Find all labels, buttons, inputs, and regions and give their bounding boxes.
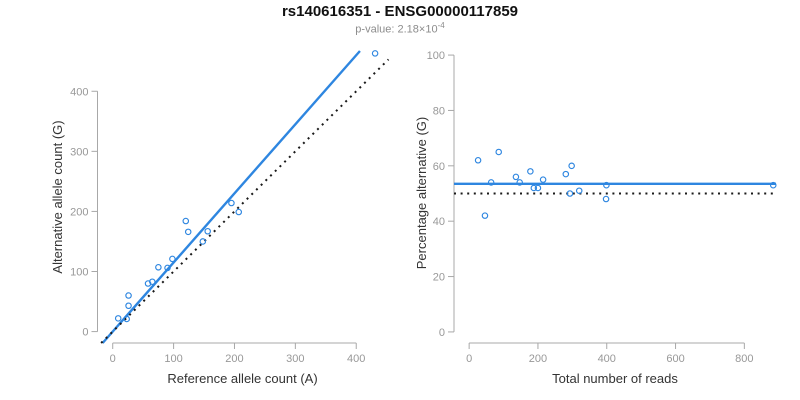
data-point bbox=[155, 264, 162, 271]
data-point bbox=[235, 208, 243, 216]
data-point bbox=[487, 179, 495, 186]
left-xaxis-label: Reference allele count (A) bbox=[167, 371, 318, 386]
p-value-exponent: -4 bbox=[437, 21, 445, 30]
data-point bbox=[539, 176, 547, 183]
data-point bbox=[371, 50, 379, 57]
x-tick-label: 200 bbox=[225, 353, 243, 365]
x-tick-label: 400 bbox=[598, 353, 616, 365]
y-tick-label: 0 bbox=[439, 327, 445, 339]
y-tick-label: 400 bbox=[70, 86, 88, 98]
data-point bbox=[125, 292, 132, 299]
data-point bbox=[164, 264, 171, 272]
data-point bbox=[204, 227, 211, 235]
y-tick-label: 100 bbox=[427, 50, 445, 62]
right-xaxis-label: Total number of reads bbox=[552, 371, 678, 386]
data-point bbox=[603, 181, 610, 189]
data-point bbox=[516, 179, 523, 186]
figure-title: rs140616351 - ENSG00000117859 bbox=[281, 3, 519, 20]
x-tick-label: 0 bbox=[110, 353, 116, 365]
data-point bbox=[495, 148, 502, 156]
data-point bbox=[169, 255, 176, 263]
x-tick-label: 600 bbox=[666, 353, 684, 365]
figure-subtitle: p-value: 2.18×10-4 bbox=[0, 21, 800, 36]
y-tick-label: 0 bbox=[82, 327, 88, 339]
data-point bbox=[534, 184, 542, 192]
right-yaxis-label: Percentage alternative (G) bbox=[414, 116, 429, 270]
data-point bbox=[149, 278, 156, 285]
y-tick-label: 20 bbox=[433, 272, 445, 284]
x-tick-label: 300 bbox=[286, 353, 304, 365]
x-tick-label: 100 bbox=[164, 353, 182, 365]
data-point bbox=[527, 168, 534, 175]
data-point bbox=[566, 190, 574, 197]
data-point bbox=[184, 228, 192, 236]
x-tick-label: 0 bbox=[466, 353, 472, 365]
fit-line bbox=[101, 50, 361, 344]
y-tick-label: 100 bbox=[70, 267, 88, 279]
x-tick-label: 200 bbox=[529, 353, 547, 365]
data-point bbox=[602, 195, 610, 203]
data-point bbox=[562, 170, 570, 178]
data-point bbox=[199, 238, 207, 245]
x-tick-label: 400 bbox=[347, 353, 365, 365]
y-tick-label: 40 bbox=[433, 216, 445, 228]
data-point bbox=[481, 212, 489, 219]
data-point bbox=[512, 173, 520, 181]
y-tick-label: 200 bbox=[70, 206, 88, 218]
data-point bbox=[125, 302, 132, 310]
data-point bbox=[575, 187, 583, 195]
identity-line bbox=[100, 58, 390, 344]
x-tick-label: 800 bbox=[735, 353, 753, 365]
data-point bbox=[568, 162, 575, 170]
data-point bbox=[530, 184, 538, 192]
data-point bbox=[228, 199, 235, 207]
left-yaxis-label: Alternative allele count (G) bbox=[50, 120, 65, 274]
p-value-text: p-value: 2.18×10 bbox=[355, 23, 438, 36]
data-point bbox=[182, 217, 190, 225]
y-tick-label: 80 bbox=[433, 105, 445, 117]
data-point bbox=[474, 157, 482, 164]
y-tick-label: 60 bbox=[433, 161, 445, 173]
data-point bbox=[123, 315, 130, 323]
y-tick-label: 300 bbox=[70, 146, 88, 158]
data-point bbox=[114, 315, 122, 322]
data-point bbox=[769, 181, 777, 189]
